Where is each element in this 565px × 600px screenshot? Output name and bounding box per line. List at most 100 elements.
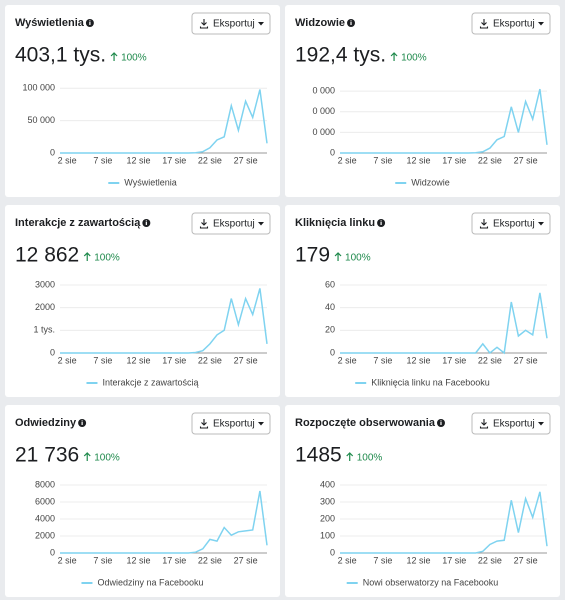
y-tick-label: 20	[325, 325, 335, 335]
x-tick-label: 2 sie	[58, 555, 77, 565]
y-tick-label: 0	[330, 147, 335, 157]
export-label[interactable]: Eksportuj	[493, 219, 535, 230]
metric-value: 403,1 tys.	[15, 44, 106, 67]
info-dot	[89, 20, 91, 22]
caret-icon[interactable]	[538, 422, 544, 426]
y-tick-label: 0 000	[312, 106, 335, 116]
card: Interakcje z zawartością Eksportuj 12 862 1…	[5, 205, 280, 397]
card: Widzowie Eksportuj 192,4 tys. 100% 0 0 000 0 0…	[285, 5, 560, 197]
info-dot	[380, 220, 382, 222]
info-stem	[380, 222, 382, 225]
export-button[interactable]: Eksportuj	[191, 212, 271, 235]
export-button[interactable]: Eksportuj	[471, 212, 551, 235]
legend-label: Widzowie	[411, 177, 450, 187]
metric-value: 21 736	[15, 444, 79, 467]
up-arrow	[390, 52, 398, 61]
export-button-bg[interactable]	[471, 212, 551, 235]
x-tick-label: 2 sie	[338, 155, 357, 165]
download-icon[interactable]	[199, 419, 209, 429]
legend-label: Kliknięcia linku na Facebooku	[371, 377, 490, 387]
x-tick-label: 17 sie	[442, 155, 466, 165]
card-title: Odwiedziny	[15, 417, 77, 429]
export-button-bg[interactable]	[191, 12, 271, 35]
info-stem	[350, 22, 352, 25]
card: Kliknięcia linku Eksportuj 179 100% 0 20 40 60 2…	[285, 205, 560, 397]
x-tick-label: 7 sie	[93, 155, 112, 165]
caret-icon[interactable]	[538, 22, 544, 26]
info-stem	[81, 422, 83, 425]
export-label[interactable]: Eksportuj	[493, 19, 535, 30]
info-stem	[89, 22, 91, 25]
export-button[interactable]: Eksportuj	[471, 412, 551, 435]
x-tick-label: 12 sie	[407, 555, 431, 565]
y-tick-label: 300	[320, 496, 335, 506]
export-button[interactable]: Eksportuj	[471, 12, 551, 35]
up-arrow	[83, 252, 91, 261]
card-bg	[285, 205, 560, 397]
info-icon	[142, 219, 151, 227]
export-button[interactable]: Eksportuj	[191, 412, 271, 435]
y-tick-label: 100 000	[22, 83, 55, 93]
metric-value: 192,4 tys.	[295, 44, 386, 67]
y-tick-label: 3000	[35, 279, 55, 289]
info-icon	[78, 419, 87, 427]
y-tick-label: 0	[50, 547, 55, 557]
x-tick-label: 27 sie	[234, 155, 258, 165]
up-arrow	[334, 252, 342, 261]
x-tick-label: 2 sie	[58, 155, 77, 165]
export-label[interactable]: Eksportuj	[213, 19, 255, 30]
line	[340, 88, 548, 154]
export-button[interactable]: Eksportuj	[191, 12, 271, 35]
metric-change: 100%	[94, 453, 120, 464]
x-tick-label: 12 sie	[127, 355, 151, 365]
info-dot	[350, 20, 352, 22]
y-tick-label: 4000	[35, 513, 55, 523]
download-icon[interactable]	[199, 219, 209, 229]
legend-label: Odwiedziny na Facebooku	[97, 577, 203, 587]
download-icon[interactable]	[479, 419, 489, 429]
x-tick-label: 22 sie	[478, 555, 502, 565]
download-icon[interactable]	[479, 219, 489, 229]
x-tick-label: 22 sie	[198, 155, 222, 165]
x-tick-label: 22 sie	[198, 355, 222, 365]
card-title: Interakcje z zawartością	[15, 217, 141, 229]
legend-label: Nowi obserwatorzy na Facebooku	[363, 577, 499, 587]
line	[60, 490, 268, 554]
download-icon[interactable]	[479, 19, 489, 29]
legend-label: Interakcje z zawartością	[102, 377, 198, 387]
x-tick-label: 27 sie	[514, 155, 538, 165]
export-button-bg[interactable]	[471, 412, 551, 435]
metric-value: 1485	[295, 444, 342, 467]
x-tick-label: 17 sie	[442, 355, 466, 365]
caret-icon[interactable]	[538, 222, 544, 226]
x-tick-label: 2 sie	[58, 355, 77, 365]
info-dot	[440, 420, 442, 422]
export-button-bg[interactable]	[191, 212, 271, 235]
y-tick-label: 6000	[35, 496, 55, 506]
metric-change: 100%	[121, 53, 147, 64]
caret-icon[interactable]	[258, 22, 264, 26]
caret-icon[interactable]	[258, 222, 264, 226]
card-bg	[5, 5, 280, 197]
card-bg	[5, 405, 280, 597]
card-title: Kliknięcia linku	[295, 217, 375, 229]
y-tick-label: 1 tys.	[33, 325, 55, 335]
export-label[interactable]: Eksportuj	[213, 219, 255, 230]
card-title: Widzowie	[295, 17, 345, 29]
x-tick-label: 12 sie	[407, 155, 431, 165]
caret-icon[interactable]	[258, 422, 264, 426]
info-icon	[85, 19, 94, 27]
info-icon	[377, 219, 386, 227]
line	[60, 89, 268, 154]
export-label[interactable]: Eksportuj	[493, 419, 535, 430]
y-tick-label: 0	[330, 347, 335, 357]
metric-change: 100%	[345, 253, 371, 264]
up-arrow	[346, 452, 354, 461]
export-label[interactable]: Eksportuj	[213, 419, 255, 430]
export-button-bg[interactable]	[191, 412, 271, 435]
y-tick-label: 2000	[35, 302, 55, 312]
export-button-bg[interactable]	[471, 12, 551, 35]
download-icon[interactable]	[199, 19, 209, 29]
x-tick-label: 17 sie	[162, 355, 186, 365]
